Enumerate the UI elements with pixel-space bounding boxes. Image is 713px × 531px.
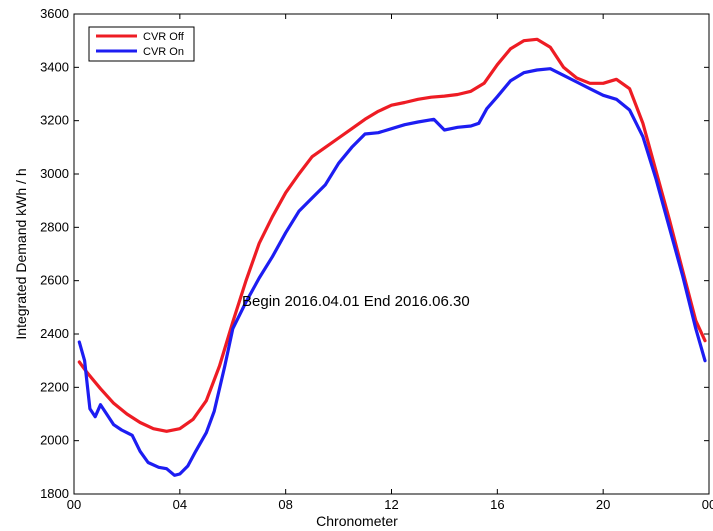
series-line-cvr-off	[77, 37, 707, 433]
legend-label-cvr-on: CVR On	[143, 46, 184, 58]
y-tick-label: 1800	[40, 486, 69, 501]
x-tick-label: 08	[278, 497, 292, 512]
x-tick-label: 12	[384, 497, 398, 512]
x-tick-label: 00	[67, 497, 81, 512]
y-tick-label: 2200	[40, 379, 69, 394]
chart-series	[77, 37, 707, 477]
plot-frame	[73, 13, 710, 495]
y-tick-label: 2400	[40, 326, 69, 341]
series-line-cvr-on	[77, 67, 707, 477]
y-tick-label: 2600	[40, 273, 69, 288]
y-tick-label: 3400	[40, 59, 69, 74]
date-range-annotation: Begin 2016.04.01 End 2016.06.30	[242, 293, 470, 310]
x-tick-label: 20	[596, 497, 610, 512]
chart-ticks: 00 04 08 12 16 20 0018002000220024002600280030…	[40, 6, 713, 512]
chart-legend: CVR Off CVR On	[88, 26, 195, 62]
y-tick-label: 2800	[40, 219, 69, 234]
y-tick-label: 3600	[40, 6, 69, 21]
y-axis-label: Integrated Demand kWh / h	[13, 168, 29, 339]
x-tick-label: 16	[490, 497, 504, 512]
x-tick-label: 04	[173, 497, 187, 512]
y-tick-label: 2000	[40, 433, 69, 448]
chart-axes	[73, 13, 710, 495]
y-tick-label: 3000	[40, 166, 69, 181]
legend-box	[88, 26, 195, 62]
x-axis-label: Chronometer	[316, 513, 398, 529]
y-tick-label: 3200	[40, 113, 69, 128]
legend-label-cvr-off: CVR Off	[143, 31, 185, 43]
x-tick-label: 00	[702, 497, 713, 512]
